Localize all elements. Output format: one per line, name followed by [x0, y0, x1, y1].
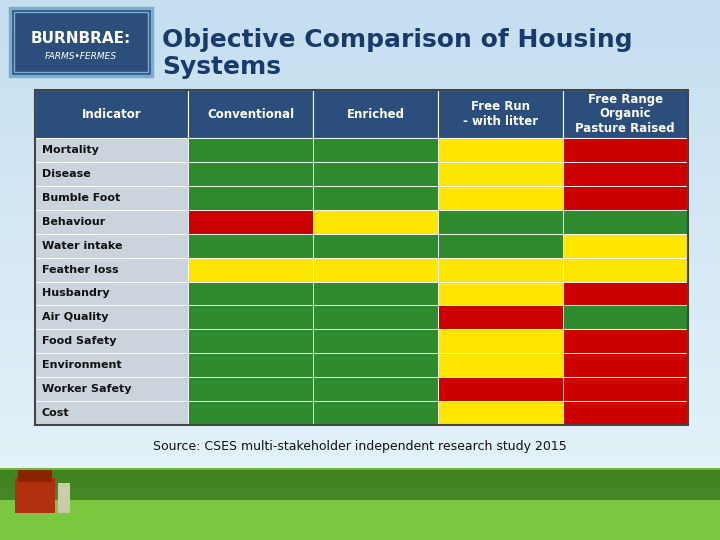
Text: Feather loss: Feather loss — [42, 265, 119, 274]
Bar — [313, 329, 438, 353]
Bar — [18, 470, 52, 482]
Bar — [189, 281, 313, 306]
Bar — [189, 90, 313, 138]
Bar — [562, 353, 688, 377]
Bar — [438, 258, 562, 281]
FancyBboxPatch shape — [10, 8, 152, 76]
Bar — [0, 470, 720, 500]
Bar — [189, 186, 313, 210]
Bar — [35, 306, 189, 329]
Bar — [438, 353, 562, 377]
Bar — [313, 186, 438, 210]
Bar — [35, 258, 189, 281]
Text: Bumble Foot: Bumble Foot — [42, 193, 120, 203]
Bar — [189, 401, 313, 425]
Text: Water intake: Water intake — [42, 241, 122, 251]
Bar — [438, 138, 562, 162]
Text: Environment: Environment — [42, 360, 122, 370]
Bar — [35, 90, 189, 138]
Bar — [189, 306, 313, 329]
Bar — [562, 377, 688, 401]
Bar — [35, 90, 688, 425]
Bar — [35, 353, 189, 377]
Text: Free Range
Organic
Pasture Raised: Free Range Organic Pasture Raised — [575, 92, 675, 136]
Bar — [313, 234, 438, 258]
Bar — [313, 210, 438, 234]
Bar — [562, 258, 688, 281]
Bar — [438, 90, 562, 138]
Bar — [0, 468, 720, 488]
Bar — [189, 377, 313, 401]
Bar — [313, 258, 438, 281]
Text: Air Quality: Air Quality — [42, 312, 109, 322]
Bar — [313, 377, 438, 401]
Bar — [438, 377, 562, 401]
Bar — [313, 162, 438, 186]
Bar — [562, 401, 688, 425]
Bar — [438, 210, 562, 234]
Bar — [562, 138, 688, 162]
Bar — [562, 210, 688, 234]
Bar — [189, 210, 313, 234]
Bar — [15, 478, 55, 513]
Bar — [313, 353, 438, 377]
Bar — [313, 401, 438, 425]
Text: Food Safety: Food Safety — [42, 336, 117, 346]
Bar — [438, 329, 562, 353]
Text: Disease: Disease — [42, 169, 91, 179]
Bar — [562, 186, 688, 210]
Bar — [438, 162, 562, 186]
Bar — [438, 306, 562, 329]
Text: Enriched: Enriched — [346, 107, 405, 120]
Bar — [189, 329, 313, 353]
Bar — [58, 483, 70, 513]
Text: Behaviour: Behaviour — [42, 217, 105, 227]
Bar — [189, 353, 313, 377]
Text: Husbandry: Husbandry — [42, 288, 109, 299]
Bar — [35, 162, 189, 186]
Bar — [438, 401, 562, 425]
Bar — [438, 234, 562, 258]
Bar — [562, 162, 688, 186]
Bar — [562, 281, 688, 306]
Text: Cost: Cost — [42, 408, 70, 418]
Text: Free Run
- with litter: Free Run - with litter — [463, 100, 538, 128]
Bar — [189, 138, 313, 162]
Bar — [562, 234, 688, 258]
Bar — [189, 162, 313, 186]
Bar — [35, 401, 189, 425]
Bar — [313, 90, 438, 138]
Bar — [35, 377, 189, 401]
Text: Worker Safety: Worker Safety — [42, 384, 132, 394]
Text: Objective Comparison of Housing: Objective Comparison of Housing — [162, 28, 633, 52]
Bar — [562, 306, 688, 329]
Text: Systems: Systems — [162, 55, 281, 79]
Text: BURNBRAE:: BURNBRAE: — [31, 31, 131, 46]
Bar — [313, 306, 438, 329]
Bar — [562, 329, 688, 353]
Bar — [562, 90, 688, 138]
Bar — [0, 468, 720, 540]
Bar — [35, 329, 189, 353]
Text: Conventional: Conventional — [207, 107, 294, 120]
Bar — [438, 186, 562, 210]
Text: Mortality: Mortality — [42, 145, 99, 155]
Text: Indicator: Indicator — [82, 107, 142, 120]
Bar — [35, 210, 189, 234]
Bar — [189, 234, 313, 258]
Bar — [35, 234, 189, 258]
Bar — [438, 281, 562, 306]
Bar — [313, 138, 438, 162]
Bar — [35, 281, 189, 306]
Text: Source: CSES multi-stakeholder independent research study 2015: Source: CSES multi-stakeholder independe… — [153, 440, 567, 453]
Text: FARMS•FERMES: FARMS•FERMES — [45, 52, 117, 62]
Bar — [313, 281, 438, 306]
Bar — [35, 186, 189, 210]
Bar — [189, 258, 313, 281]
Bar — [35, 138, 189, 162]
